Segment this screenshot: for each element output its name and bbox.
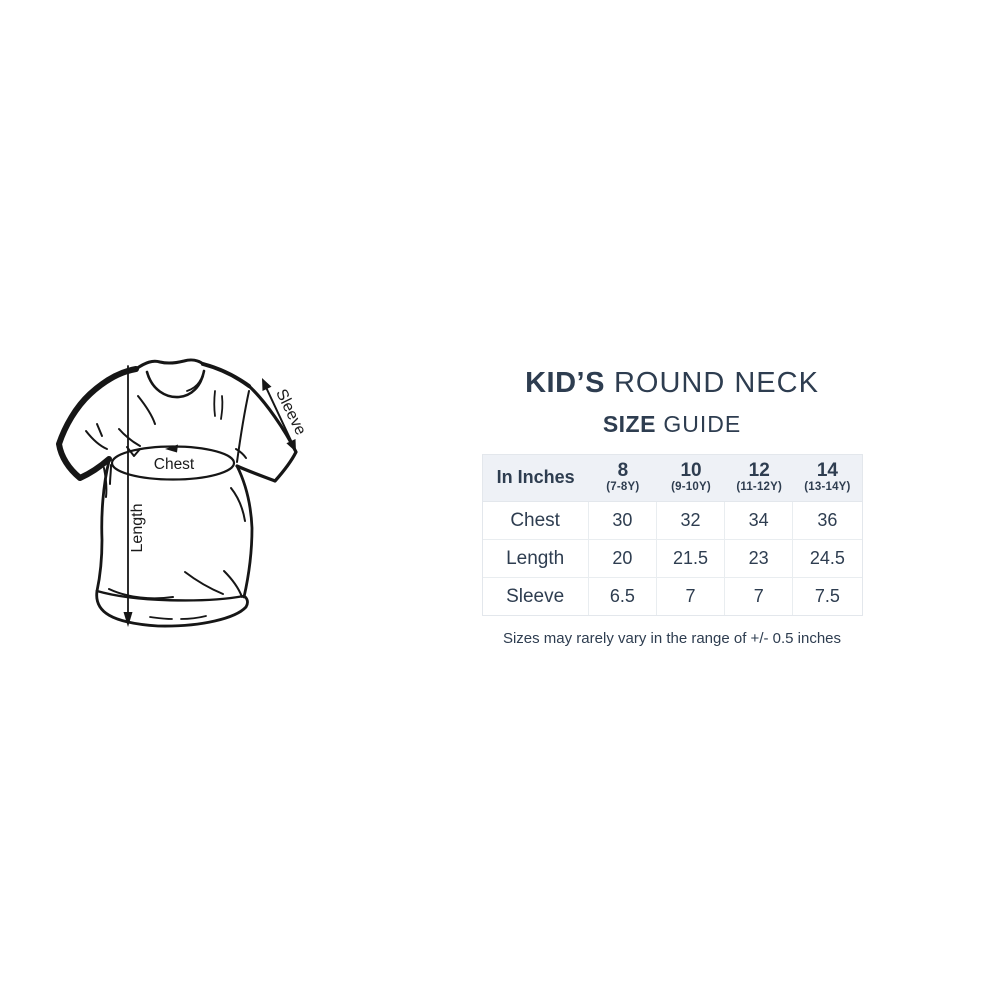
subtitle-rest: GUIDE bbox=[663, 411, 742, 437]
tshirt-hem-bottom bbox=[95, 589, 249, 628]
table-row-chest: Chest 30 32 34 36 bbox=[482, 502, 862, 540]
value-cell: 32 bbox=[656, 502, 726, 540]
size-table: In Inches 8 (7-8Y) 10 (9-10Y) 12 (11-12Y… bbox=[481, 454, 863, 616]
chest-label: Chest bbox=[154, 456, 195, 473]
tshirt-wrinkle-right-side bbox=[230, 448, 247, 522]
tshirt-hem-dashes bbox=[149, 615, 207, 620]
value-cell: 20 bbox=[588, 540, 657, 578]
sleeve-measure-line bbox=[263, 382, 295, 448]
tshirt-collar-inner bbox=[145, 369, 206, 399]
tshirt-wrinkle-left-chest bbox=[118, 395, 156, 447]
page-subtitle: SIZE GUIDE bbox=[455, 410, 889, 438]
tshirt-collar-outer bbox=[134, 358, 205, 371]
tshirt-hem-top bbox=[95, 589, 246, 602]
title-emphasis: KID’S bbox=[525, 367, 605, 399]
tshirt-right-shoulder bbox=[201, 362, 251, 388]
unit-header-label: In Inches bbox=[496, 466, 575, 487]
tshirt-right-sleeve-outline bbox=[235, 384, 298, 483]
size-age-range: (13-14Y) bbox=[804, 480, 851, 493]
size-age-range: (11-12Y) bbox=[736, 480, 783, 493]
size-age-range: (7-8Y) bbox=[606, 480, 640, 493]
row-label-cell: Sleeve bbox=[482, 578, 589, 615]
tshirt-wrinkle-lower-right bbox=[184, 570, 243, 598]
size-number: 10 bbox=[680, 459, 702, 481]
size-column-header: 8 (7-8Y) bbox=[588, 455, 657, 502]
size-variance-note: Sizes may rarely vary in the range of +/… bbox=[502, 630, 842, 647]
value-cell: 21.5 bbox=[656, 540, 726, 578]
size-guide-panel: KID’S ROUND NECK SIZE GUIDE In Inches 8 … bbox=[455, 366, 889, 649]
tshirt-wrinkle-right-collar bbox=[213, 390, 224, 420]
value-cell: 23 bbox=[725, 540, 794, 578]
tshirt-measurement-diagram: Chest Length Sleeve bbox=[40, 350, 325, 650]
value-cell: 7.5 bbox=[793, 578, 862, 615]
size-age-range: (9-10Y) bbox=[671, 480, 711, 493]
tshirt-collar-inner-echo bbox=[186, 373, 204, 392]
value-cell: 6.5 bbox=[588, 578, 657, 615]
length-arrowhead-icon bbox=[123, 612, 133, 627]
size-table-header-row: In Inches 8 (7-8Y) 10 (9-10Y) 12 (11-12Y… bbox=[482, 455, 862, 502]
value-cell: 7 bbox=[725, 578, 794, 615]
value-cell: 30 bbox=[588, 502, 657, 540]
table-row-length: Length 20 21.5 23 24.5 bbox=[482, 540, 862, 578]
length-label: Length bbox=[129, 504, 146, 553]
value-cell: 7 bbox=[656, 578, 726, 615]
tshirt-wrinkle-left-sleeve bbox=[85, 423, 108, 450]
unit-header-cell: In Inches bbox=[482, 455, 589, 502]
size-number: 8 bbox=[617, 459, 629, 481]
chest-arrowhead-icon bbox=[165, 444, 178, 453]
tshirt-right-sleeve-seam bbox=[236, 390, 250, 463]
page-title: KID’S ROUND NECK bbox=[455, 366, 889, 400]
value-cell: 34 bbox=[725, 502, 794, 540]
row-label-cell: Chest bbox=[482, 502, 589, 540]
size-column-header: 10 (9-10Y) bbox=[656, 455, 726, 502]
value-cell: 24.5 bbox=[793, 540, 862, 578]
tshirt-wrinkle-above-hem bbox=[108, 588, 174, 600]
size-column-header: 12 (11-12Y) bbox=[725, 455, 794, 502]
title-rest: ROUND NECK bbox=[613, 367, 819, 399]
table-row-sleeve: Sleeve 6.5 7 7 7.5 bbox=[482, 578, 862, 615]
tshirt-body-left-edge bbox=[95, 459, 111, 593]
sleeve-arrowhead-top-icon bbox=[262, 378, 272, 391]
sleeve-arrowhead-bottom-icon bbox=[286, 439, 296, 452]
tshirt-sketch: Chest Length Sleeve bbox=[56, 358, 309, 628]
subtitle-emphasis: SIZE bbox=[602, 411, 656, 437]
size-number: 14 bbox=[816, 459, 838, 481]
tshirt-body-right-edge bbox=[235, 464, 254, 599]
value-cell: 36 bbox=[793, 502, 862, 540]
tshirt-left-sleeve-outline bbox=[56, 366, 139, 481]
size-number: 12 bbox=[748, 459, 770, 481]
row-label-cell: Length bbox=[482, 540, 589, 578]
size-column-header: 14 (13-14Y) bbox=[793, 455, 862, 502]
